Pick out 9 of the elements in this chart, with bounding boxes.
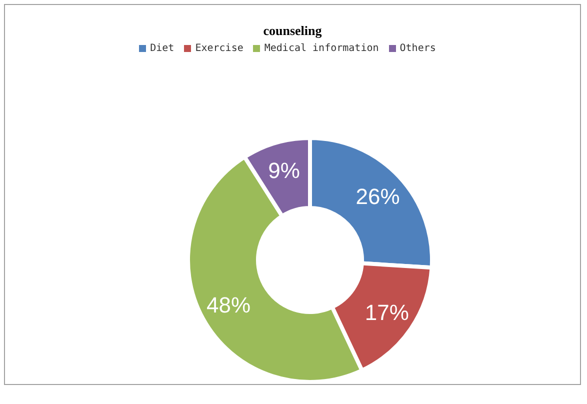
chart-title: counseling [262,22,323,39]
data-label: 17% [364,300,409,325]
data-label: 26% [356,184,400,209]
legend-label: Medical information [264,43,379,54]
legend-label: Diet [150,43,174,54]
legend-label: Others [400,43,436,54]
legend-label: Exercise [195,43,244,54]
data-label: 9% [268,158,300,184]
data-label: 48% [206,292,251,318]
